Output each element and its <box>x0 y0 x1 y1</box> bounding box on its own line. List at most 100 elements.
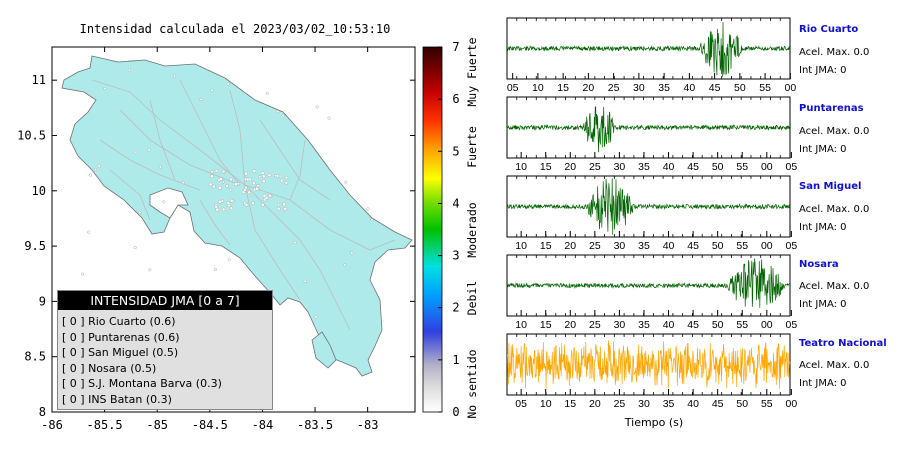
time-tick-label: 15 <box>540 240 552 252</box>
time-tick-label: 35 <box>658 82 670 94</box>
city-dot <box>251 201 255 206</box>
station-accel: Acel. Max. 0.0 <box>799 47 870 58</box>
time-tick-label: 35 <box>638 319 650 331</box>
y-tick-label: 8.5 <box>24 350 46 364</box>
time-tick-label: 55 <box>759 82 771 94</box>
time-tick-label: 45 <box>687 240 699 252</box>
time-tick-label: 25 <box>608 82 620 94</box>
city-dot <box>225 183 230 188</box>
time-tick-label: 05 <box>507 82 519 94</box>
station-name: San Miguel <box>799 181 862 192</box>
waveform-panel: 05 10 15 20 25 30 35 40 45 50 55 00 <box>506 333 798 410</box>
station-accel: Acel. Max. 0.0 <box>799 281 870 292</box>
costa-rica-landmass <box>61 55 413 377</box>
station-accel: Acel. Max. 0.0 <box>799 204 870 215</box>
city-dot <box>255 186 259 191</box>
city-dot <box>229 188 233 192</box>
y-tick-label: 9 <box>39 294 46 308</box>
time-tick-label: 20 <box>583 82 595 94</box>
city-dot <box>138 210 142 215</box>
x-tick-label: -83 <box>357 418 379 432</box>
city-dot <box>261 179 266 184</box>
city-dot <box>279 178 284 183</box>
time-tick-label: 35 <box>638 161 650 173</box>
city-dot <box>210 170 214 174</box>
city-dot <box>213 267 217 272</box>
time-tick-label: 00 <box>761 319 773 331</box>
city-dot <box>303 279 307 283</box>
y-tick-label: 8 <box>39 405 46 419</box>
time-tick-label: 10 <box>515 240 527 252</box>
time-tick-label: 40 <box>663 240 675 252</box>
city-dot <box>314 315 318 319</box>
time-tick-label: 45 <box>687 161 699 173</box>
city-dot <box>181 181 185 185</box>
time-tick-label: 40 <box>663 161 675 173</box>
colorbar-tick-label: 2 <box>452 301 459 315</box>
colorbar-tick-label: 1 <box>452 353 459 367</box>
city-dot <box>229 206 234 211</box>
time-tick-label: 40 <box>663 319 675 331</box>
city-dot <box>172 74 177 78</box>
city-dot <box>264 196 269 200</box>
city-dot <box>344 180 348 184</box>
city-dot <box>93 168 98 172</box>
legend-title: INTENSIDAD JMA [0 a 7] <box>58 291 272 310</box>
time-tick-label: 30 <box>633 82 645 94</box>
time-tick-label: 25 <box>589 319 601 331</box>
legend-item: [ 0 ] Nosara (0.5) <box>62 361 157 375</box>
city-dot <box>97 164 101 168</box>
waveform-panel: 05 10 15 20 25 30 35 40 45 50 55 00 <box>506 17 796 94</box>
city-dot <box>276 206 281 211</box>
city-dot <box>261 174 266 179</box>
city-dot <box>284 181 289 185</box>
colorbar-category-label: Muy Fuerte <box>465 37 479 106</box>
waveform-panel: 10 15 20 25 30 35 40 45 50 55 00 05 <box>506 96 797 173</box>
y-tick-label: 10.5 <box>17 128 46 142</box>
time-axis-label: Tiempo (s) <box>624 416 684 429</box>
city-dot <box>274 174 278 178</box>
time-tick-label: 15 <box>540 319 552 331</box>
time-tick-label: 20 <box>564 240 576 252</box>
legend-list: [ 0 ] Rio Cuarto (0.6) [ 0 ] Puntarenas … <box>58 310 272 407</box>
colorbar-tick-label: 5 <box>452 144 459 158</box>
x-tick-label: -84.5 <box>192 418 228 432</box>
time-tick-label: 10 <box>532 82 544 94</box>
city-dot <box>227 258 231 262</box>
city-dot <box>162 200 166 204</box>
city-dot <box>80 272 85 276</box>
city-dot <box>229 177 233 182</box>
city-dot <box>315 105 319 109</box>
time-tick-label: 00 <box>786 398 798 410</box>
osa-peninsula <box>311 331 337 369</box>
city-dot <box>147 148 151 152</box>
city-dot <box>265 91 269 95</box>
city-dot <box>251 181 256 186</box>
city-dot <box>267 193 272 198</box>
colorbar <box>422 46 443 413</box>
colorbar-tick-label: 6 <box>452 92 459 106</box>
x-tick-label: -84 <box>252 418 274 432</box>
city-dot <box>236 182 240 186</box>
colorbar-tick-label: 7 <box>452 40 459 54</box>
time-tick-label: 50 <box>712 240 724 252</box>
colorbar-tick-label: 3 <box>452 249 459 263</box>
station-name: Teatro Nacional <box>799 338 887 349</box>
colorbar-categories: No sentido Debil Moderado Fuerte Muy Fuerte <box>465 37 479 418</box>
city-dot <box>244 185 248 190</box>
colorbar-ticks: 0 1 2 3 4 5 6 7 <box>438 40 460 419</box>
station-name: Puntarenas <box>799 103 864 114</box>
city-dot <box>218 199 222 204</box>
city-dot <box>208 182 213 187</box>
city-dot <box>343 263 347 267</box>
time-tick-label: 20 <box>589 398 601 410</box>
time-tick-label: 50 <box>712 161 724 173</box>
city-dot <box>103 86 107 91</box>
waveform-panel: 10 15 20 25 30 35 40 45 50 55 00 05 <box>506 254 797 331</box>
station-accel: Acel. Max. 0.0 <box>799 126 870 137</box>
waveform-trace <box>506 178 791 235</box>
time-tick-label: 50 <box>736 398 748 410</box>
time-tick-label: 30 <box>614 161 626 173</box>
city-dot <box>133 245 137 250</box>
